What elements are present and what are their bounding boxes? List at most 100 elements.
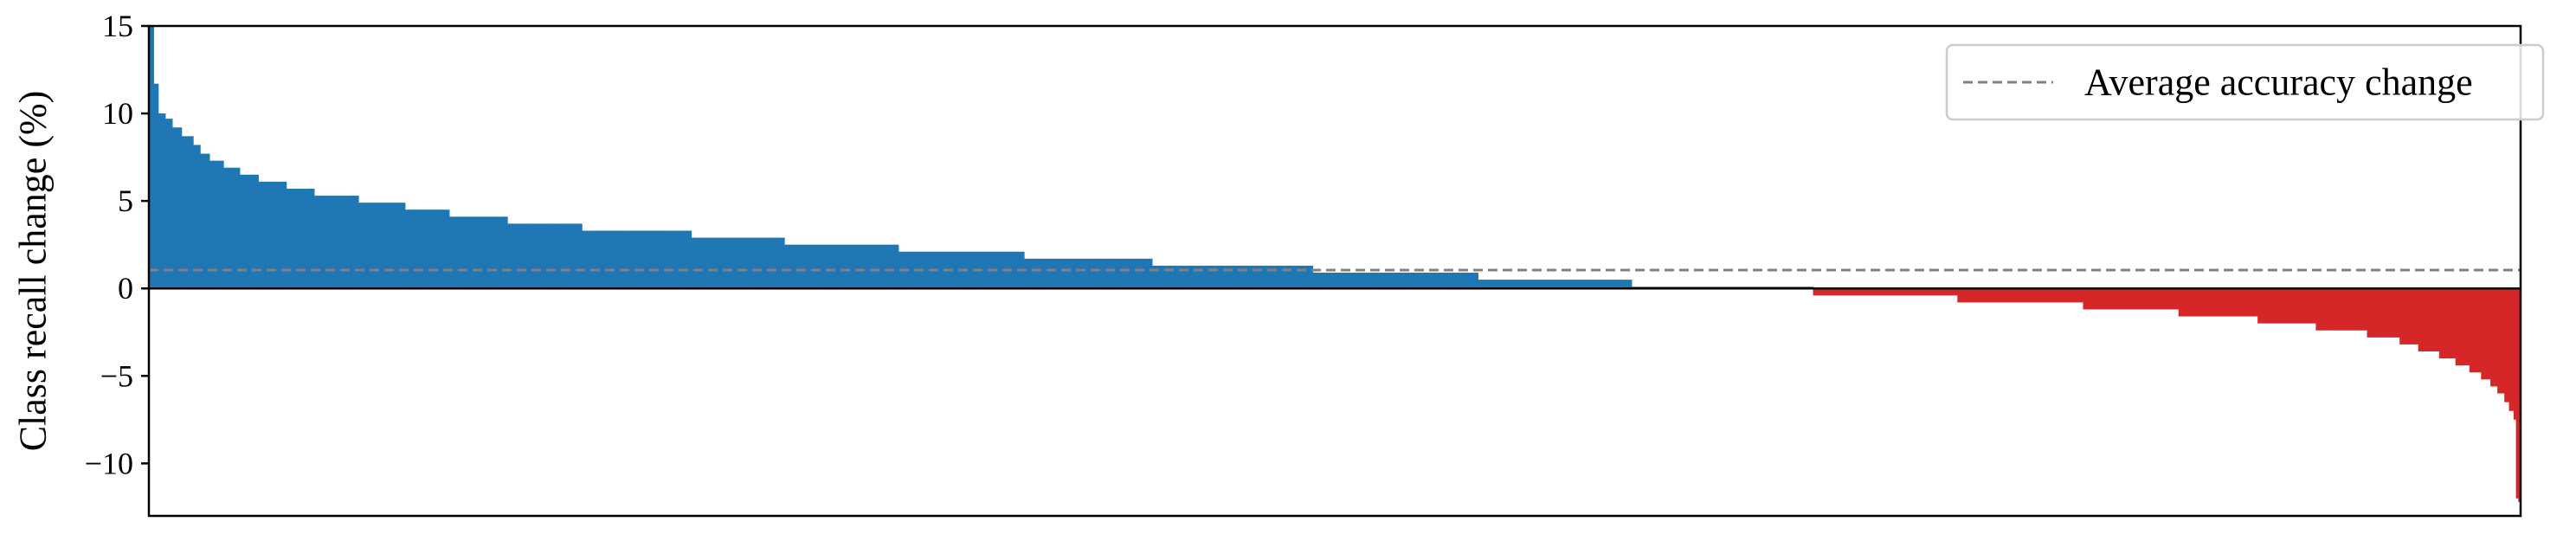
class-bar <box>2343 288 2347 331</box>
class-bar <box>1063 258 1067 289</box>
class-bar <box>379 203 383 289</box>
class-bar <box>879 244 883 289</box>
class-bar <box>512 223 515 289</box>
class-bar <box>328 196 332 289</box>
class-bar <box>1056 258 1059 289</box>
class-bar <box>812 244 815 289</box>
class-bar <box>2483 288 2487 380</box>
class-bar <box>377 203 380 289</box>
class-bar <box>2425 288 2429 351</box>
y-tick-label: 10 <box>102 96 133 131</box>
class-bar <box>2423 288 2426 351</box>
class-bar <box>1012 251 1015 289</box>
class-bar <box>714 237 718 289</box>
class-bar <box>1587 280 1591 289</box>
class-bar <box>2371 288 2375 338</box>
class-bar <box>2390 288 2393 338</box>
class-bar <box>1308 265 1311 289</box>
class-bar <box>1121 258 1125 289</box>
class-bar <box>1049 258 1053 289</box>
class-bar <box>1345 273 1349 289</box>
class-bar <box>1315 273 1318 289</box>
class-bar <box>2229 288 2233 317</box>
class-bar <box>1459 273 1463 289</box>
class-bar <box>170 119 173 289</box>
class-bar <box>486 216 490 289</box>
class-bar <box>2236 288 2240 317</box>
class-bar <box>2383 288 2386 338</box>
class-bar <box>2332 288 2335 331</box>
class-bar <box>623 230 627 289</box>
class-bar <box>2350 288 2354 331</box>
class-bar <box>721 237 724 289</box>
class-bar <box>1622 280 1626 289</box>
class-bar <box>1478 280 1481 289</box>
class-bar <box>1496 280 1500 289</box>
class-bar <box>500 216 504 289</box>
class-bar <box>2455 288 2458 366</box>
class-bar <box>1349 273 1353 289</box>
class-bar <box>1035 258 1039 289</box>
class-bar <box>2146 288 2149 310</box>
class-bar <box>2469 288 2473 373</box>
class-bar <box>754 237 757 289</box>
class-bar <box>2154 288 2159 310</box>
legend-label: Average accuracy change <box>2084 61 2473 104</box>
class-bar <box>1278 265 1281 289</box>
class-bar <box>542 223 545 289</box>
class-bar <box>502 216 506 289</box>
class-bar <box>1103 258 1106 289</box>
class-bar <box>1901 288 1905 296</box>
class-bar <box>982 251 985 289</box>
class-bar <box>768 237 771 289</box>
class-bar <box>156 83 159 289</box>
class-bar <box>1406 273 1409 289</box>
class-bar <box>1968 288 1973 303</box>
class-bar <box>2032 288 2035 303</box>
class-bar <box>1484 280 1488 289</box>
class-bar <box>2271 288 2275 324</box>
class-bar <box>2453 288 2457 359</box>
class-bar <box>230 167 234 289</box>
class-bar <box>2251 288 2254 317</box>
class-bar <box>1166 265 1169 289</box>
class-bar <box>472 216 476 289</box>
class-bar <box>809 244 813 289</box>
class-bar <box>2311 288 2315 324</box>
class-bar <box>2322 288 2326 331</box>
class-bar <box>621 230 625 289</box>
class-bar <box>1366 273 1369 289</box>
class-bar <box>2508 288 2512 411</box>
class-bar <box>254 174 257 289</box>
class-bar <box>1117 258 1120 289</box>
class-bar <box>2244 288 2247 317</box>
class-bar <box>2460 288 2463 366</box>
class-bar <box>1271 265 1274 289</box>
class-bar <box>2127 288 2130 310</box>
class-bar <box>2495 288 2498 387</box>
class-bar <box>970 251 974 289</box>
class-bar <box>1026 258 1030 289</box>
class-bar <box>2055 288 2058 303</box>
class-bar <box>325 196 329 289</box>
class-bar <box>477 216 480 289</box>
class-bar <box>197 145 201 289</box>
class-bar <box>2506 288 2510 403</box>
class-bar <box>2167 288 2170 310</box>
class-bar <box>1891 288 1896 296</box>
class-bar <box>2050 288 2054 303</box>
class-bar <box>2022 288 2025 303</box>
class-bar <box>1531 280 1535 289</box>
class-bar <box>853 244 858 289</box>
class-bar <box>896 244 899 289</box>
class-bar <box>1147 258 1150 289</box>
class-bar <box>607 230 611 289</box>
class-bar <box>1187 265 1190 289</box>
class-bar <box>2264 288 2268 324</box>
class-bar <box>313 196 318 289</box>
class-bar <box>2102 288 2105 310</box>
class-bar <box>665 230 669 289</box>
class-bar <box>2367 288 2370 338</box>
class-bar <box>188 136 191 289</box>
class-bar <box>911 251 916 289</box>
